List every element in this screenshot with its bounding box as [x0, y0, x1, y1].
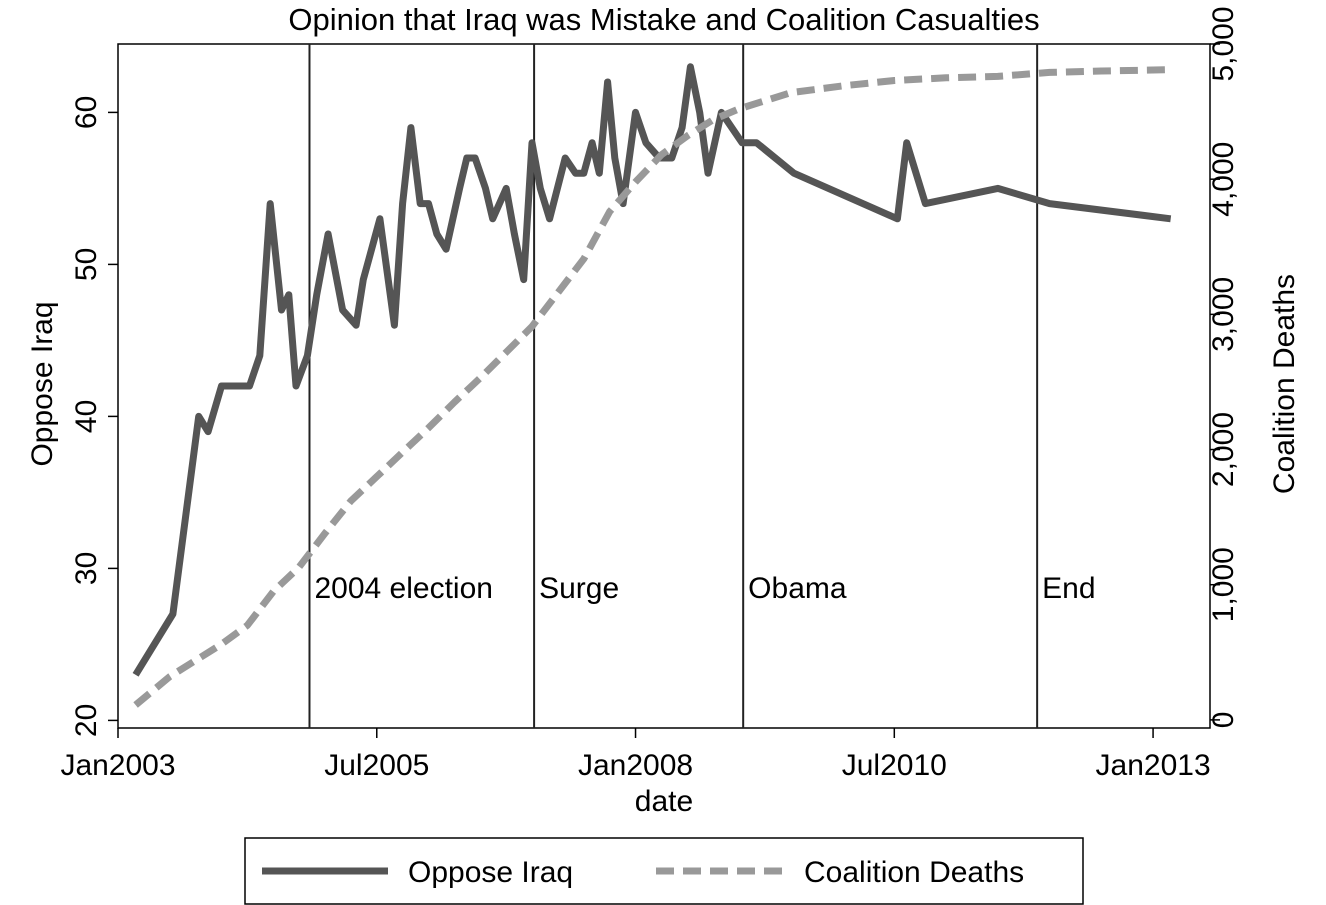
y-tick-label: 40 — [70, 400, 103, 433]
legend-label-coalition-deaths: Coalition Deaths — [804, 856, 1024, 889]
series-line-coalition-deaths — [133, 66, 1171, 708]
x-tick-label: Jan2003 — [60, 749, 175, 782]
legend: Oppose Iraq Coalition Deaths — [244, 837, 1084, 905]
y2-tick-label: 0 — [1207, 712, 1240, 729]
plot-area — [117, 43, 1211, 729]
chart-title: Opinion that Iraq was Mistake and Coalit… — [288, 2, 1039, 37]
x-tick-label: Jan2013 — [1096, 749, 1211, 782]
x-axis: Jan2003 Jul2005 Jan2008 Jul2010 Jan2013 — [60, 728, 1211, 782]
x-tick-label: Jul2010 — [842, 749, 947, 782]
y-axis-title: Oppose Iraq — [26, 301, 59, 466]
y-tick-label: 30 — [70, 552, 103, 585]
legend-box — [244, 837, 1084, 905]
x-tick-label: Jul2005 — [324, 749, 429, 782]
series-line-oppose-iraq — [132, 63, 1172, 677]
x-axis-title: date — [635, 785, 693, 818]
y2-tick-label: 1,000 — [1207, 547, 1240, 622]
y2-axis-title: Coalition Deaths — [1268, 274, 1301, 494]
y2-tick-label: 2,000 — [1207, 412, 1240, 487]
legend-label-oppose-iraq: Oppose Iraq — [408, 856, 573, 889]
event-label: Surge — [539, 572, 619, 605]
y2-tick-label: 4,000 — [1207, 142, 1240, 217]
event-label: Obama — [748, 572, 847, 605]
event-lines: 2004 election Surge Obama End — [308, 44, 1096, 728]
series-layer — [132, 63, 1172, 708]
y-axis-left: 20 30 40 50 60 — [70, 96, 118, 737]
x-tick-label: Jan2008 — [578, 749, 693, 782]
y2-tick-label: 3,000 — [1207, 277, 1240, 352]
y-tick-label: 60 — [70, 96, 103, 129]
y-axis-right: 0 1,000 2,000 3,000 4,000 5,000 — [1207, 6, 1240, 728]
event-label: End — [1042, 572, 1095, 605]
event-label: 2004 election — [314, 572, 492, 605]
y2-tick-label: 5,000 — [1207, 6, 1240, 81]
y-tick-label: 20 — [70, 704, 103, 737]
y-tick-label: 50 — [70, 248, 103, 281]
